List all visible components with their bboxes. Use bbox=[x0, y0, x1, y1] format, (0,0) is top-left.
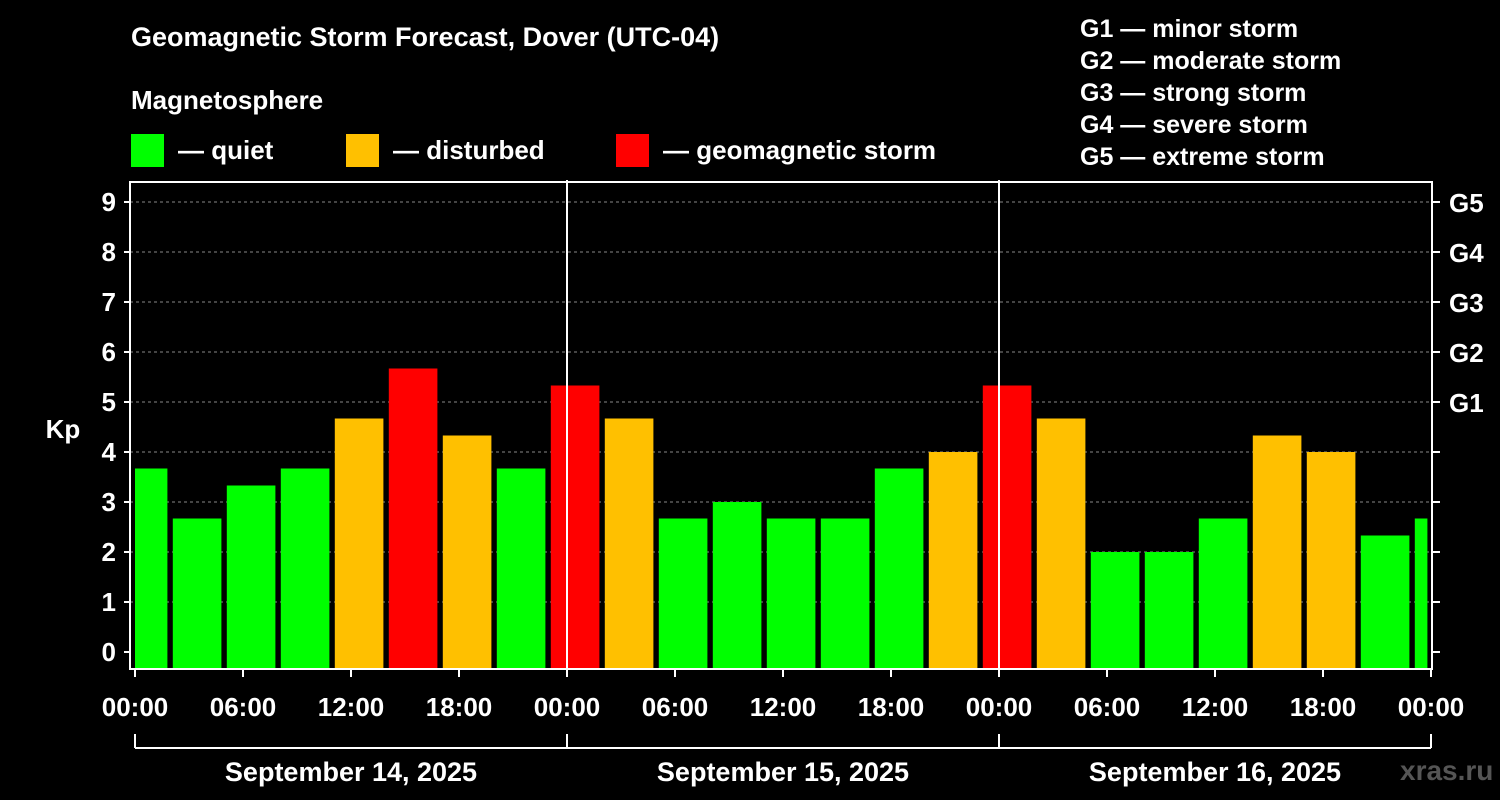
bar-7 bbox=[496, 468, 546, 669]
x-tick-label-7: 18:00 bbox=[858, 692, 925, 722]
x-tick-label-1: 06:00 bbox=[210, 692, 277, 722]
bar-20 bbox=[1198, 518, 1248, 669]
x-tick-label-0: 00:00 bbox=[102, 692, 169, 722]
g-scale-g2: G2 — moderate storm bbox=[1080, 47, 1342, 75]
x-tick-label-6: 12:00 bbox=[750, 692, 817, 722]
watermark: xras.ru bbox=[1400, 755, 1494, 786]
bar-0 bbox=[135, 468, 168, 669]
legend-storm: — geomagnetic storm bbox=[616, 133, 936, 167]
x-tick-label-9: 06:00 bbox=[1074, 692, 1141, 722]
bar-16 bbox=[982, 385, 1032, 669]
y-tick-label-5: 5 bbox=[102, 387, 116, 417]
g-scale-g1: G1 — minor storm bbox=[1080, 15, 1299, 43]
bar-23 bbox=[1360, 535, 1410, 669]
y-tick-label-4: 4 bbox=[102, 437, 117, 467]
bar-11 bbox=[712, 502, 762, 669]
bar-21 bbox=[1252, 435, 1302, 669]
y-tick-label-3: 3 bbox=[102, 487, 116, 517]
x-tick-label-12: 00:00 bbox=[1398, 692, 1465, 722]
legend-quiet-label: — quiet bbox=[178, 134, 274, 165]
g-scale-g5: G5 — extreme storm bbox=[1080, 143, 1325, 171]
bar-2 bbox=[226, 485, 276, 669]
bar-17 bbox=[1036, 418, 1086, 669]
bar-10 bbox=[658, 518, 708, 669]
x-tick-label-3: 18:00 bbox=[426, 692, 493, 722]
legend-storm-swatch bbox=[616, 133, 649, 167]
plot-frame bbox=[129, 181, 1433, 670]
x-tick-label-11: 18:00 bbox=[1290, 692, 1357, 722]
g-scale-g3: G3 — strong storm bbox=[1080, 79, 1307, 107]
legend-disturbed: — disturbed bbox=[346, 133, 545, 167]
y-tick-label-2: 2 bbox=[102, 537, 116, 567]
y-axis-label: Kp bbox=[46, 414, 81, 444]
x-tick-label-10: 12:00 bbox=[1182, 692, 1249, 722]
y-tick-label-8: 8 bbox=[102, 237, 116, 267]
legend-disturbed-swatch bbox=[346, 133, 379, 167]
g-scale-g4: G4 — severe storm bbox=[1080, 111, 1308, 139]
bar-1 bbox=[172, 518, 222, 669]
bar-8 bbox=[550, 385, 600, 669]
y-tick-label-6: 6 bbox=[102, 337, 116, 367]
right-tick-label-G5: G5 bbox=[1449, 188, 1484, 218]
bar-22 bbox=[1306, 452, 1356, 669]
legend-quiet-swatch bbox=[131, 133, 164, 167]
date-label-1: September 15, 2025 bbox=[657, 757, 909, 787]
bar-19 bbox=[1144, 552, 1194, 669]
x-tick-label-8: 00:00 bbox=[966, 692, 1033, 722]
y-tick-label-1: 1 bbox=[102, 587, 116, 617]
right-tick-label-G3: G3 bbox=[1449, 288, 1484, 318]
date-label-2: September 16, 2025 bbox=[1089, 757, 1341, 787]
right-tick-label-G2: G2 bbox=[1449, 338, 1484, 368]
bar-24 bbox=[1414, 518, 1428, 669]
bar-12 bbox=[766, 518, 816, 669]
g-scale-list: G1 — minor storm G2 — moderate storm G3 … bbox=[1080, 13, 1341, 173]
y-tick-label-0: 0 bbox=[102, 637, 116, 667]
legend-quiet: — quiet bbox=[131, 133, 273, 167]
x-tick-label-4: 00:00 bbox=[534, 692, 601, 722]
x-tick-label-2: 12:00 bbox=[318, 692, 385, 722]
x-tick-label-5: 06:00 bbox=[642, 692, 709, 722]
bar-9 bbox=[604, 418, 654, 669]
legend-title: Magnetosphere bbox=[131, 85, 324, 115]
right-tick-label-G1: G1 bbox=[1449, 388, 1484, 418]
bar-6 bbox=[442, 435, 492, 669]
bar-13 bbox=[820, 518, 870, 669]
legend-disturbed-label: — disturbed bbox=[393, 134, 545, 165]
bar-5 bbox=[388, 368, 438, 669]
chart-title: Geomagnetic Storm Forecast, Dover (UTC-0… bbox=[131, 22, 720, 52]
bar-3 bbox=[280, 468, 330, 669]
bar-4 bbox=[334, 418, 384, 669]
y-tick-label-7: 7 bbox=[102, 287, 116, 317]
date-label-0: September 14, 2025 bbox=[225, 757, 477, 787]
y-tick-label-9: 9 bbox=[102, 187, 116, 217]
right-tick-label-G4: G4 bbox=[1449, 238, 1484, 268]
bar-14 bbox=[874, 468, 924, 669]
bar-18 bbox=[1090, 552, 1140, 669]
legend-storm-label: — geomagnetic storm bbox=[663, 134, 937, 165]
bar-15 bbox=[928, 452, 978, 669]
